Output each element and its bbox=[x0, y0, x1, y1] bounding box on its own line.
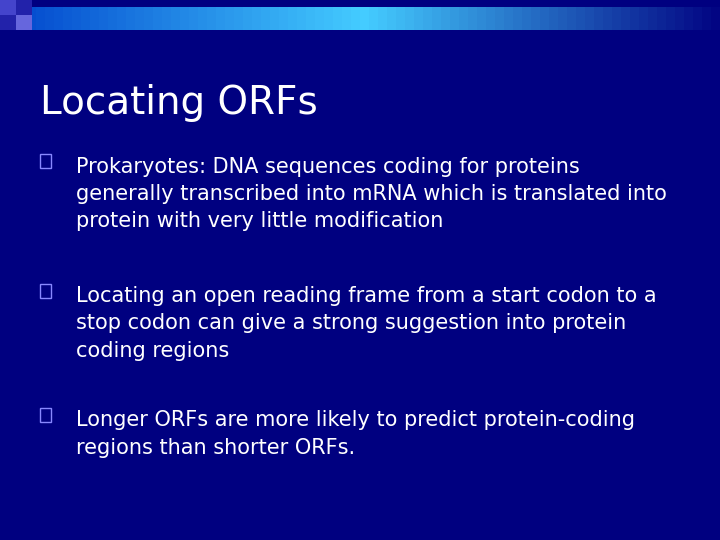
Bar bbox=[16, 0, 32, 15]
Bar bbox=[207, 7, 217, 30]
Bar bbox=[40, 154, 51, 168]
Bar bbox=[432, 7, 442, 30]
Bar bbox=[252, 7, 262, 30]
Bar bbox=[36, 7, 46, 30]
Bar bbox=[18, 7, 29, 30]
Bar bbox=[162, 7, 173, 30]
Bar bbox=[270, 7, 281, 30]
Bar bbox=[288, 7, 299, 30]
Bar bbox=[639, 7, 649, 30]
Bar bbox=[486, 7, 497, 30]
Bar bbox=[117, 7, 127, 30]
Bar bbox=[40, 284, 51, 298]
Bar bbox=[549, 7, 559, 30]
Bar bbox=[612, 7, 622, 30]
Bar bbox=[27, 7, 37, 30]
Bar bbox=[567, 7, 577, 30]
Bar bbox=[540, 7, 550, 30]
Bar bbox=[666, 7, 677, 30]
Bar bbox=[234, 7, 245, 30]
Bar bbox=[279, 7, 289, 30]
Bar bbox=[324, 7, 334, 30]
Bar bbox=[144, 7, 154, 30]
Bar bbox=[441, 7, 451, 30]
Bar bbox=[63, 7, 73, 30]
Bar bbox=[126, 7, 137, 30]
Bar bbox=[0, 15, 16, 30]
Bar bbox=[360, 7, 370, 30]
Bar bbox=[576, 7, 586, 30]
Bar bbox=[675, 7, 685, 30]
Bar bbox=[108, 7, 119, 30]
Bar bbox=[405, 7, 415, 30]
Bar bbox=[54, 7, 65, 30]
Bar bbox=[693, 7, 703, 30]
Bar bbox=[216, 7, 226, 30]
Bar bbox=[558, 7, 569, 30]
Bar bbox=[711, 7, 720, 30]
Bar bbox=[594, 7, 604, 30]
Bar bbox=[522, 7, 532, 30]
Bar bbox=[180, 7, 190, 30]
Bar bbox=[504, 7, 514, 30]
Bar bbox=[135, 7, 145, 30]
Bar bbox=[657, 7, 667, 30]
Bar bbox=[396, 7, 407, 30]
Text: Longer ORFs are more likely to predict protein-coding
regions than shorter ORFs.: Longer ORFs are more likely to predict p… bbox=[76, 410, 634, 457]
Bar bbox=[40, 408, 51, 422]
Bar bbox=[315, 7, 325, 30]
Bar bbox=[171, 7, 181, 30]
Bar bbox=[495, 7, 505, 30]
Bar bbox=[225, 7, 235, 30]
Bar bbox=[450, 7, 461, 30]
Bar bbox=[648, 7, 658, 30]
Bar bbox=[261, 7, 271, 30]
Bar bbox=[630, 7, 641, 30]
Bar bbox=[16, 15, 32, 30]
Bar bbox=[387, 7, 397, 30]
Bar bbox=[99, 7, 109, 30]
Bar bbox=[9, 7, 19, 30]
Bar bbox=[513, 7, 523, 30]
Bar bbox=[243, 7, 253, 30]
Bar bbox=[342, 7, 353, 30]
Bar bbox=[459, 7, 469, 30]
Bar bbox=[306, 7, 317, 30]
Bar bbox=[72, 7, 82, 30]
Bar bbox=[603, 7, 613, 30]
Bar bbox=[45, 7, 55, 30]
Bar bbox=[414, 7, 424, 30]
Bar bbox=[153, 7, 163, 30]
Bar bbox=[198, 7, 209, 30]
Bar bbox=[81, 7, 91, 30]
Bar bbox=[477, 7, 487, 30]
Bar bbox=[369, 7, 379, 30]
Bar bbox=[351, 7, 361, 30]
Bar bbox=[702, 7, 712, 30]
Bar bbox=[621, 7, 631, 30]
Bar bbox=[531, 7, 541, 30]
Bar bbox=[684, 7, 694, 30]
Text: Locating ORFs: Locating ORFs bbox=[40, 84, 318, 122]
Bar bbox=[0, 7, 11, 30]
Bar bbox=[468, 7, 478, 30]
Bar bbox=[297, 7, 307, 30]
Bar bbox=[333, 7, 343, 30]
Bar bbox=[90, 7, 101, 30]
Bar bbox=[0, 0, 16, 15]
Text: Prokaryotes: DNA sequences coding for proteins
generally transcribed into mRNA w: Prokaryotes: DNA sequences coding for pr… bbox=[76, 157, 667, 231]
Text: Locating an open reading frame from a start codon to a
stop codon can give a str: Locating an open reading frame from a st… bbox=[76, 286, 656, 361]
Bar bbox=[378, 7, 389, 30]
Bar bbox=[585, 7, 595, 30]
Bar bbox=[189, 7, 199, 30]
Bar bbox=[423, 7, 433, 30]
